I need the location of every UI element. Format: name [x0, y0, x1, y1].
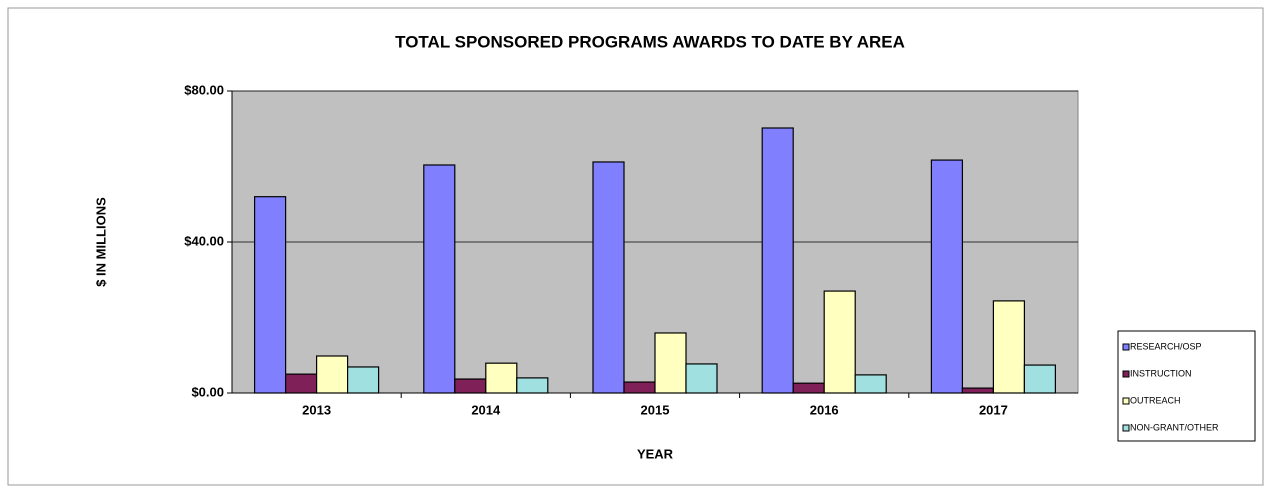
bar — [347, 366, 380, 394]
bar — [685, 363, 718, 394]
x-tick-label: 2013 — [302, 402, 331, 417]
y-tick-label: $80.00 — [184, 82, 224, 97]
bar — [592, 161, 625, 394]
bar — [516, 377, 549, 394]
bar — [1023, 364, 1057, 394]
bar — [854, 374, 887, 394]
bar — [792, 382, 825, 394]
bar — [285, 373, 318, 394]
bar — [930, 159, 964, 394]
bar — [423, 164, 456, 394]
legend-swatch — [1122, 343, 1130, 351]
legend-label: INSTRUCTION — [1130, 368, 1192, 378]
bar — [316, 355, 349, 394]
x-axis-label: YEAR — [637, 446, 674, 461]
y-tick-label: $40.00 — [184, 233, 224, 248]
bar — [761, 127, 794, 394]
legend-box — [1117, 330, 1256, 442]
legend-swatch — [1122, 397, 1130, 405]
x-tick-label: 2015 — [641, 402, 670, 417]
bar — [454, 378, 487, 394]
y-tick-label: $0.00 — [191, 384, 224, 399]
legend-label: RESEARCH/OSP — [1130, 341, 1202, 351]
x-tick-label: 2016 — [810, 402, 839, 417]
legend-swatch — [1122, 424, 1130, 432]
bar — [623, 381, 656, 394]
bar — [254, 196, 287, 394]
bar — [992, 300, 1026, 394]
bar — [485, 362, 518, 394]
legend-label: OUTREACH — [1130, 395, 1181, 405]
bar — [654, 332, 687, 394]
legend-swatch — [1122, 370, 1130, 378]
x-tick-label: 2017 — [979, 402, 1008, 417]
bar — [961, 387, 995, 394]
chart-title: TOTAL SPONSORED PROGRAMS AWARDS TO DATE … — [395, 32, 905, 51]
x-tick-label: 2014 — [471, 402, 501, 417]
y-axis-label: $ IN MILLIONS — [93, 197, 108, 287]
legend-label: NON-GRANT/OTHER — [1130, 422, 1219, 432]
bar — [823, 290, 856, 394]
